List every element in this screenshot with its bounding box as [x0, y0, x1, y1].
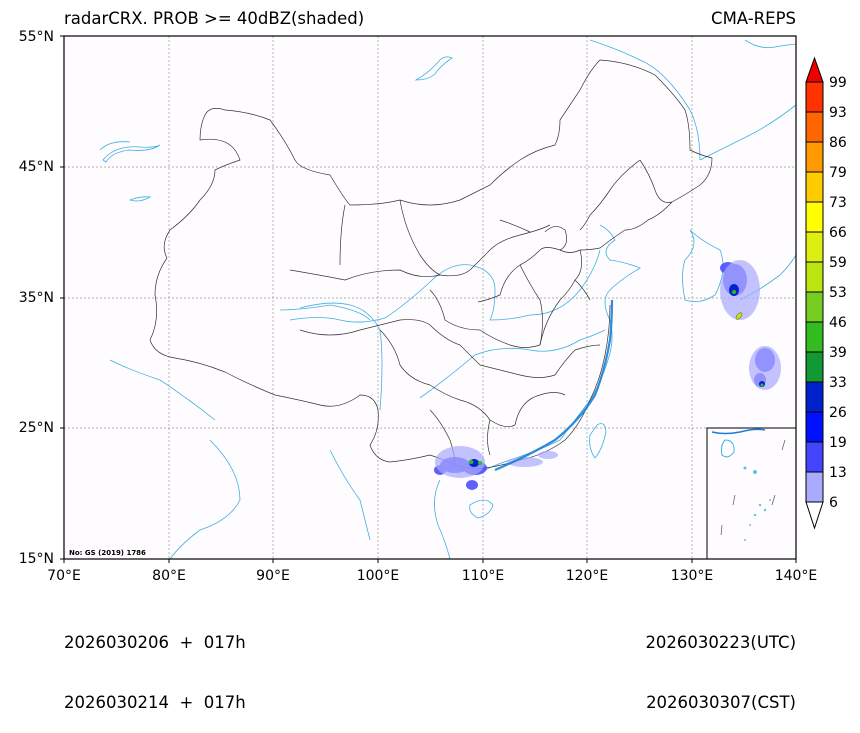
- valid-time-block: 2026030223(UTC) 2026030307(CST): [645, 593, 796, 733]
- colorbar: [805, 56, 824, 530]
- south-china-sea-inset: [706, 427, 797, 560]
- model-name: CMA-REPS: [711, 9, 796, 28]
- x-tick-130e: 130°E: [670, 568, 714, 584]
- gridlines: [64, 36, 796, 559]
- coastlines-rivers: [99, 39, 797, 560]
- map-review-number: No: GS (2019) 1786: [69, 549, 146, 557]
- colorbar-label: 99: [829, 75, 847, 91]
- x-tick-140e: 140°E: [774, 568, 818, 584]
- y-tick-25n: 25°N: [18, 420, 54, 436]
- colorbar-label: 79: [829, 165, 847, 181]
- colorbar-label: 46: [829, 315, 847, 331]
- valid-time-utc: 2026030223(UTC): [645, 633, 796, 652]
- x-tick-70e: 70°E: [47, 568, 81, 584]
- colorbar-label: 39: [829, 345, 847, 361]
- colorbar-label: 53: [829, 285, 847, 301]
- colorbar-label: 66: [829, 225, 847, 241]
- china-borders: [149, 59, 713, 469]
- init-time-cst: 2026030214 + 017h: [64, 693, 246, 712]
- colorbar-label: 19: [829, 435, 847, 451]
- init-time-utc: 2026030206 + 017h: [64, 633, 246, 652]
- y-tick-45n: 45°N: [18, 159, 54, 175]
- x-tick-110e: 110°E: [461, 568, 505, 584]
- probability-shading: [434, 260, 781, 490]
- map-plot: [60, 35, 824, 563]
- chart-title: radarCRX. PROB >= 40dBZ(shaded): [64, 9, 365, 28]
- x-tick-90e: 90°E: [256, 568, 290, 584]
- colorbar-label: 6: [829, 495, 838, 511]
- colorbar-label: 86: [829, 135, 847, 151]
- axis-ticks: [60, 35, 797, 563]
- y-tick-15n: 15°N: [18, 551, 54, 567]
- x-tick-120e: 120°E: [565, 568, 609, 584]
- plot-area: [64, 36, 796, 559]
- colorbar-label: 93: [829, 105, 847, 121]
- y-tick-35n: 35°N: [18, 290, 54, 306]
- colorbar-label: 26: [829, 405, 847, 421]
- colorbar-label: 13: [829, 465, 847, 481]
- colorbar-label: 33: [829, 375, 847, 391]
- y-tick-55n: 55°N: [18, 29, 54, 45]
- x-tick-100e: 100°E: [356, 568, 400, 584]
- init-time-block: 2026030206 + 017h 2026030214 + 017h: [64, 593, 246, 733]
- colorbar-label: 73: [829, 195, 847, 211]
- valid-time-cst: 2026030307(CST): [646, 693, 796, 712]
- colorbar-label: 59: [829, 255, 847, 271]
- x-tick-80e: 80°E: [152, 568, 186, 584]
